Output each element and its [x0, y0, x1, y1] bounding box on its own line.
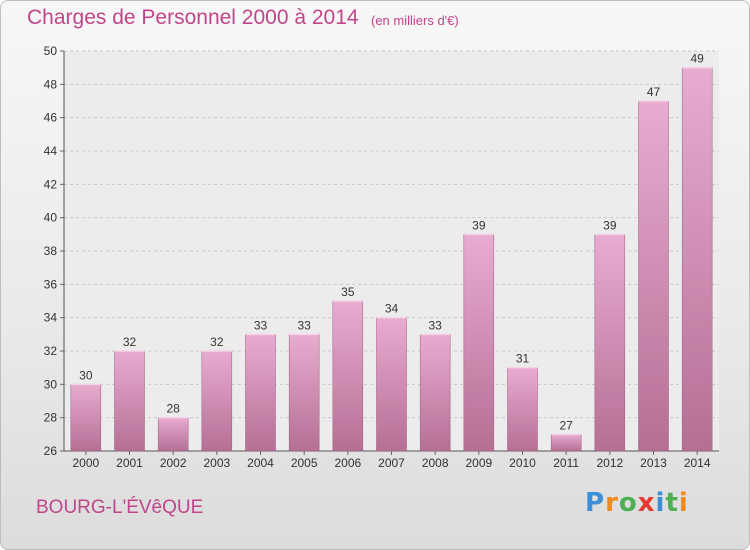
- logo-letter: i: [655, 488, 666, 518]
- bar: [681, 67, 713, 452]
- x-tick-label: 2006: [334, 456, 361, 470]
- x-tick-label: 2003: [203, 456, 230, 470]
- data-label: 39: [472, 218, 486, 232]
- place-name: BOURG-L'ÉVêQUE: [36, 497, 204, 518]
- bar: [201, 350, 233, 452]
- y-tick-label: 36: [44, 277, 58, 291]
- logo-letter: P: [585, 488, 606, 518]
- data-label: 33: [297, 318, 311, 332]
- bar: [376, 317, 407, 452]
- x-tick-label: 2001: [116, 456, 143, 470]
- bar: [288, 334, 320, 452]
- bar: [638, 100, 669, 452]
- data-label: 27: [559, 418, 573, 432]
- data-label: 30: [79, 368, 93, 382]
- x-tick-label: 2007: [378, 456, 405, 470]
- data-label: 47: [647, 85, 661, 99]
- bar: [463, 234, 495, 452]
- logo-letter: t: [665, 488, 679, 518]
- y-tick-label: 30: [44, 377, 58, 391]
- chart-subtitle: (en milliers d'€): [371, 13, 459, 28]
- x-tick-label: 2008: [422, 456, 449, 470]
- y-tick-label: 42: [44, 177, 58, 191]
- bar: [594, 234, 626, 452]
- data-label: 32: [210, 335, 224, 349]
- bar: [114, 350, 145, 452]
- data-label: 28: [166, 402, 180, 416]
- y-tick-label: 34: [44, 311, 58, 325]
- data-label: 32: [123, 335, 137, 349]
- y-tick-label: 46: [44, 111, 58, 125]
- bar: [419, 334, 451, 452]
- bar: [550, 434, 582, 452]
- x-tick-label: 2012: [596, 456, 623, 470]
- data-label: 31: [516, 352, 530, 366]
- y-tick-label: 48: [44, 77, 58, 91]
- bar: [70, 384, 102, 452]
- logo-letter: o: [618, 488, 638, 518]
- x-tick-label: 2013: [640, 456, 667, 470]
- y-tick-label: 26: [44, 444, 58, 458]
- chart-title: Charges de Personnel 2000 à 2014: [27, 6, 359, 29]
- data-label: 33: [428, 318, 442, 332]
- x-tick-label: 2004: [247, 456, 274, 470]
- data-label: 34: [385, 302, 399, 316]
- data-label: 39: [603, 218, 617, 232]
- bar: [332, 300, 364, 452]
- data-label: 49: [690, 52, 704, 66]
- x-tick-label: 2002: [160, 456, 187, 470]
- data-label: 33: [254, 318, 268, 332]
- x-tick-label: 2010: [509, 456, 536, 470]
- logo-letter: i: [678, 488, 689, 518]
- logo-letter: x: [637, 488, 656, 518]
- x-tick-label: 2014: [684, 456, 711, 470]
- x-tick-label: 2011: [553, 456, 579, 470]
- y-tick-label: 28: [44, 411, 58, 425]
- bar: [245, 334, 276, 452]
- bar: [157, 417, 189, 452]
- proxiti-logo: Proxiti: [585, 488, 689, 518]
- y-tick-label: 38: [44, 244, 58, 258]
- bar: [507, 367, 538, 452]
- data-label: 35: [341, 285, 355, 299]
- y-tick-label: 40: [44, 211, 58, 225]
- x-tick-label: 2000: [72, 456, 99, 470]
- logo-letter: r: [605, 488, 619, 518]
- y-tick-label: 32: [44, 344, 58, 358]
- y-tick-label: 50: [44, 44, 58, 58]
- y-tick-label: 44: [44, 144, 58, 158]
- x-tick-label: 2009: [465, 456, 492, 470]
- x-tick-label: 2005: [291, 456, 318, 470]
